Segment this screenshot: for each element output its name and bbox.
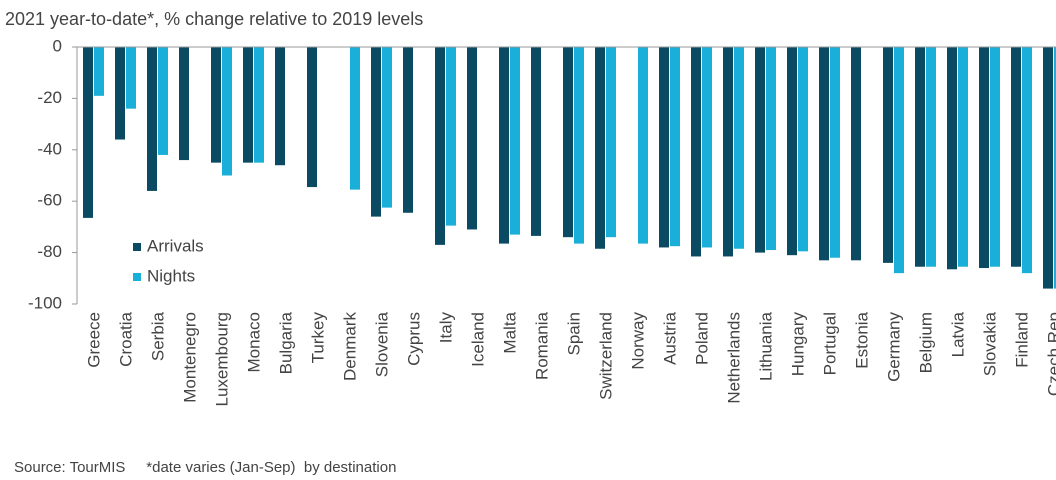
y-tick-label: -80 — [37, 242, 62, 261]
x-tick-label: Poland — [692, 312, 711, 365]
x-tick-label: Italy — [436, 312, 455, 344]
bar — [446, 47, 456, 226]
bar — [787, 47, 797, 256]
bar — [990, 47, 1000, 267]
bar — [670, 47, 680, 247]
bar — [531, 47, 541, 236]
x-tick-label: Slovenia — [372, 311, 391, 377]
bar — [798, 47, 808, 252]
bar — [1011, 47, 1021, 267]
y-tick-label: 0 — [53, 36, 62, 55]
x-tick-label: Romania — [532, 311, 551, 380]
bar — [819, 47, 829, 261]
bar — [563, 47, 573, 238]
legend-swatch — [133, 273, 141, 281]
bar — [755, 47, 765, 253]
x-tick-label: Estonia — [852, 311, 871, 368]
bar — [1022, 47, 1032, 274]
bar — [147, 47, 157, 191]
bar — [211, 47, 221, 163]
x-tick-label: Latvia — [948, 311, 967, 357]
bar — [851, 47, 861, 261]
bar — [275, 47, 285, 166]
bar — [926, 47, 936, 267]
bar — [467, 47, 477, 230]
x-tick-label: Belgium — [916, 312, 935, 373]
bar — [947, 47, 957, 270]
x-tick-label: Switzerland — [596, 312, 615, 400]
bar — [403, 47, 413, 213]
x-tick-label: Montenegro — [180, 312, 199, 403]
x-tick-label: Spain — [564, 312, 583, 355]
x-tick-label: Monaco — [244, 312, 263, 372]
bar — [83, 47, 93, 218]
bar — [94, 47, 104, 96]
y-tick-label: -40 — [37, 139, 62, 158]
x-tick-label: Netherlands — [724, 312, 743, 404]
x-tick-label: Serbia — [148, 311, 167, 361]
bar — [179, 47, 189, 161]
bar — [638, 47, 648, 244]
x-tick-label: Norway — [628, 312, 647, 370]
bar — [723, 47, 733, 257]
x-tick-label: Austria — [660, 311, 679, 364]
x-tick-label: Czech Rep — [1044, 312, 1056, 396]
x-tick-label: Turkey — [308, 312, 327, 364]
bar — [766, 47, 776, 251]
bar — [222, 47, 232, 176]
bar — [574, 47, 584, 244]
bar — [254, 47, 264, 163]
legend-swatch — [133, 243, 141, 251]
x-tick-label: Greece — [84, 312, 103, 368]
x-tick-label: Denmark — [340, 312, 359, 381]
bar — [126, 47, 136, 109]
legend-label: Arrivals — [147, 236, 204, 255]
x-tick-label: Luxembourg — [212, 312, 231, 407]
bar — [371, 47, 381, 217]
bar — [691, 47, 701, 257]
x-tick-label: Slovakia — [980, 311, 999, 376]
bar — [435, 47, 445, 245]
x-tick-label: Hungary — [788, 312, 807, 377]
legend-label: Nights — [147, 266, 195, 285]
y-tick-label: -60 — [37, 191, 62, 210]
bar — [595, 47, 605, 249]
bar — [350, 47, 360, 190]
x-tick-label: Lithuania — [756, 311, 775, 381]
bar — [606, 47, 616, 238]
x-tick-label: Iceland — [468, 312, 487, 367]
bar — [958, 47, 968, 267]
bar — [883, 47, 893, 263]
bar — [830, 47, 840, 258]
x-tick-label: Croatia — [116, 311, 135, 366]
y-tick-label: -100 — [28, 293, 62, 312]
bar — [702, 47, 712, 248]
x-tick-label: Portugal — [820, 312, 839, 375]
chart-title: 2021 year-to-date*, % change relative to… — [5, 9, 423, 29]
bar — [915, 47, 925, 267]
y-tick-label: -20 — [37, 88, 62, 107]
x-tick-label: Germany — [884, 312, 903, 382]
bar — [1043, 47, 1053, 289]
x-tick-label: Finland — [1012, 312, 1031, 368]
bar — [307, 47, 317, 188]
bar — [1054, 47, 1056, 289]
bar — [659, 47, 669, 248]
bar — [115, 47, 125, 140]
bar — [499, 47, 509, 244]
bar — [158, 47, 168, 155]
x-tick-label: Bulgaria — [276, 311, 295, 374]
source-note: Source: TourMIS *date varies (Jan-Sep) b… — [14, 459, 396, 476]
bar — [734, 47, 744, 249]
bar — [979, 47, 989, 269]
bar — [243, 47, 253, 163]
bar — [382, 47, 392, 208]
bar — [510, 47, 520, 235]
bar — [894, 47, 904, 274]
x-tick-label: Cyprus — [404, 312, 423, 366]
x-tick-label: Malta — [500, 311, 519, 353]
